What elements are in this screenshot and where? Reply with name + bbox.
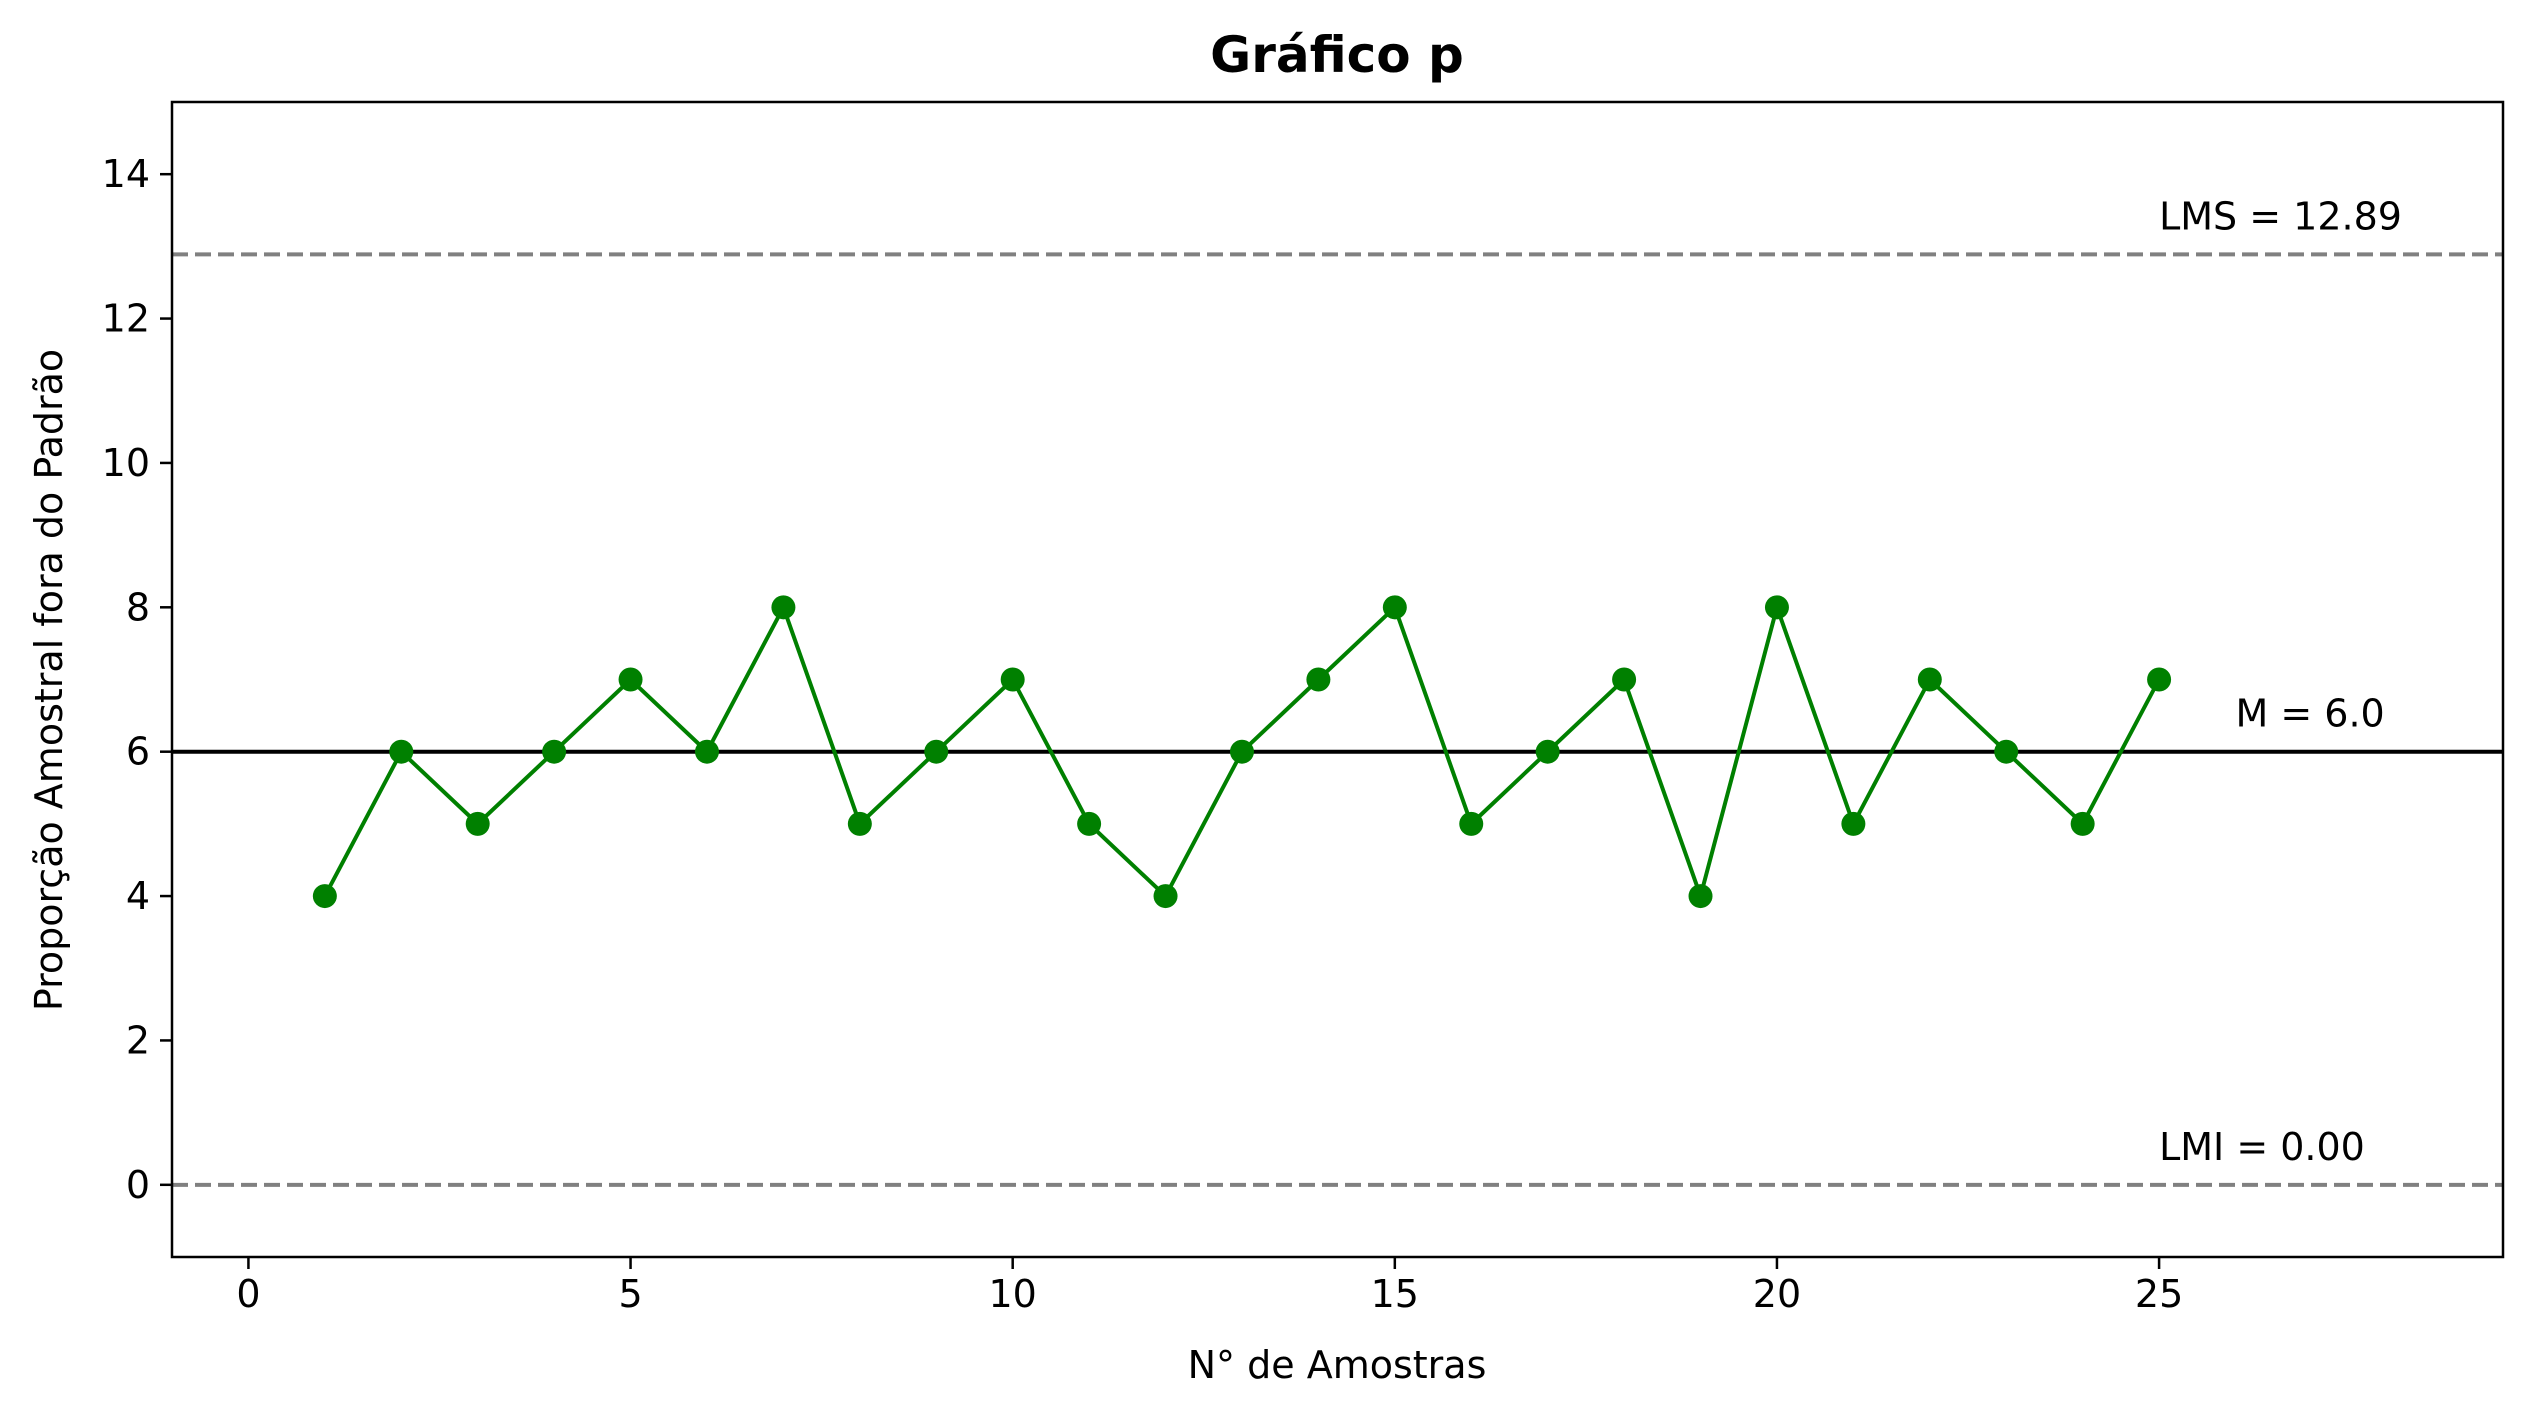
data-point [1994, 739, 2019, 764]
data-point [389, 739, 414, 764]
y-tick-label: 0 [126, 1163, 150, 1207]
data-point [1535, 739, 1560, 764]
y-tick-label: 8 [126, 585, 150, 629]
data-point [542, 739, 567, 764]
data-point [618, 667, 643, 692]
y-tick-label: 10 [102, 441, 150, 485]
data-point [1000, 667, 1025, 692]
data-point [847, 811, 872, 836]
x-tick-label: 0 [236, 1272, 260, 1316]
data-point [1764, 595, 1789, 620]
control-line-label-lmi: LMI = 0.00 [2159, 1125, 2365, 1169]
data-point [2147, 667, 2172, 692]
control-line-label-m: M = 6.0 [2236, 692, 2385, 736]
data-point [1841, 811, 1866, 836]
data-point [1229, 739, 1254, 764]
control-line-label-lms: LMS = 12.89 [2159, 194, 2402, 238]
data-point [1306, 667, 1331, 692]
x-tick-label: 25 [2135, 1272, 2183, 1316]
data-point [1382, 595, 1407, 620]
plot-frame [170, 100, 2505, 1259]
data-point [1153, 884, 1178, 909]
data-point [1077, 811, 1102, 836]
chart-title: Gráfico p [1210, 26, 1464, 84]
data-point [465, 811, 490, 836]
x-tick-label: 5 [618, 1272, 642, 1316]
x-tick-label: 15 [1371, 1272, 1419, 1316]
data-point [2070, 811, 2095, 836]
data-point [924, 739, 949, 764]
y-tick-label: 6 [126, 730, 150, 774]
x-tick-label: 10 [989, 1272, 1037, 1316]
y-tick-label: 12 [102, 297, 150, 341]
data-point [312, 884, 337, 909]
y-tick-label: 2 [126, 1018, 150, 1062]
data-point [1612, 667, 1637, 692]
data-point [1688, 884, 1713, 909]
x-tick-label: 20 [1753, 1272, 1801, 1316]
data-point [771, 595, 796, 620]
plot-area: LMS = 12.89 M = 6.0 LMI = 0.00 0 5 10 15 20 25 0 2… [102, 100, 2505, 1316]
data-point [1459, 811, 1484, 836]
data-point [694, 739, 719, 764]
y-tick-label: 4 [126, 874, 150, 918]
y-tick-label: 14 [102, 152, 150, 196]
x-axis-label: N° de Amostras [1188, 1343, 1487, 1387]
y-axis-label: Proporção Amostral fora do Padrão [27, 349, 71, 1011]
data-point [1917, 667, 1942, 692]
